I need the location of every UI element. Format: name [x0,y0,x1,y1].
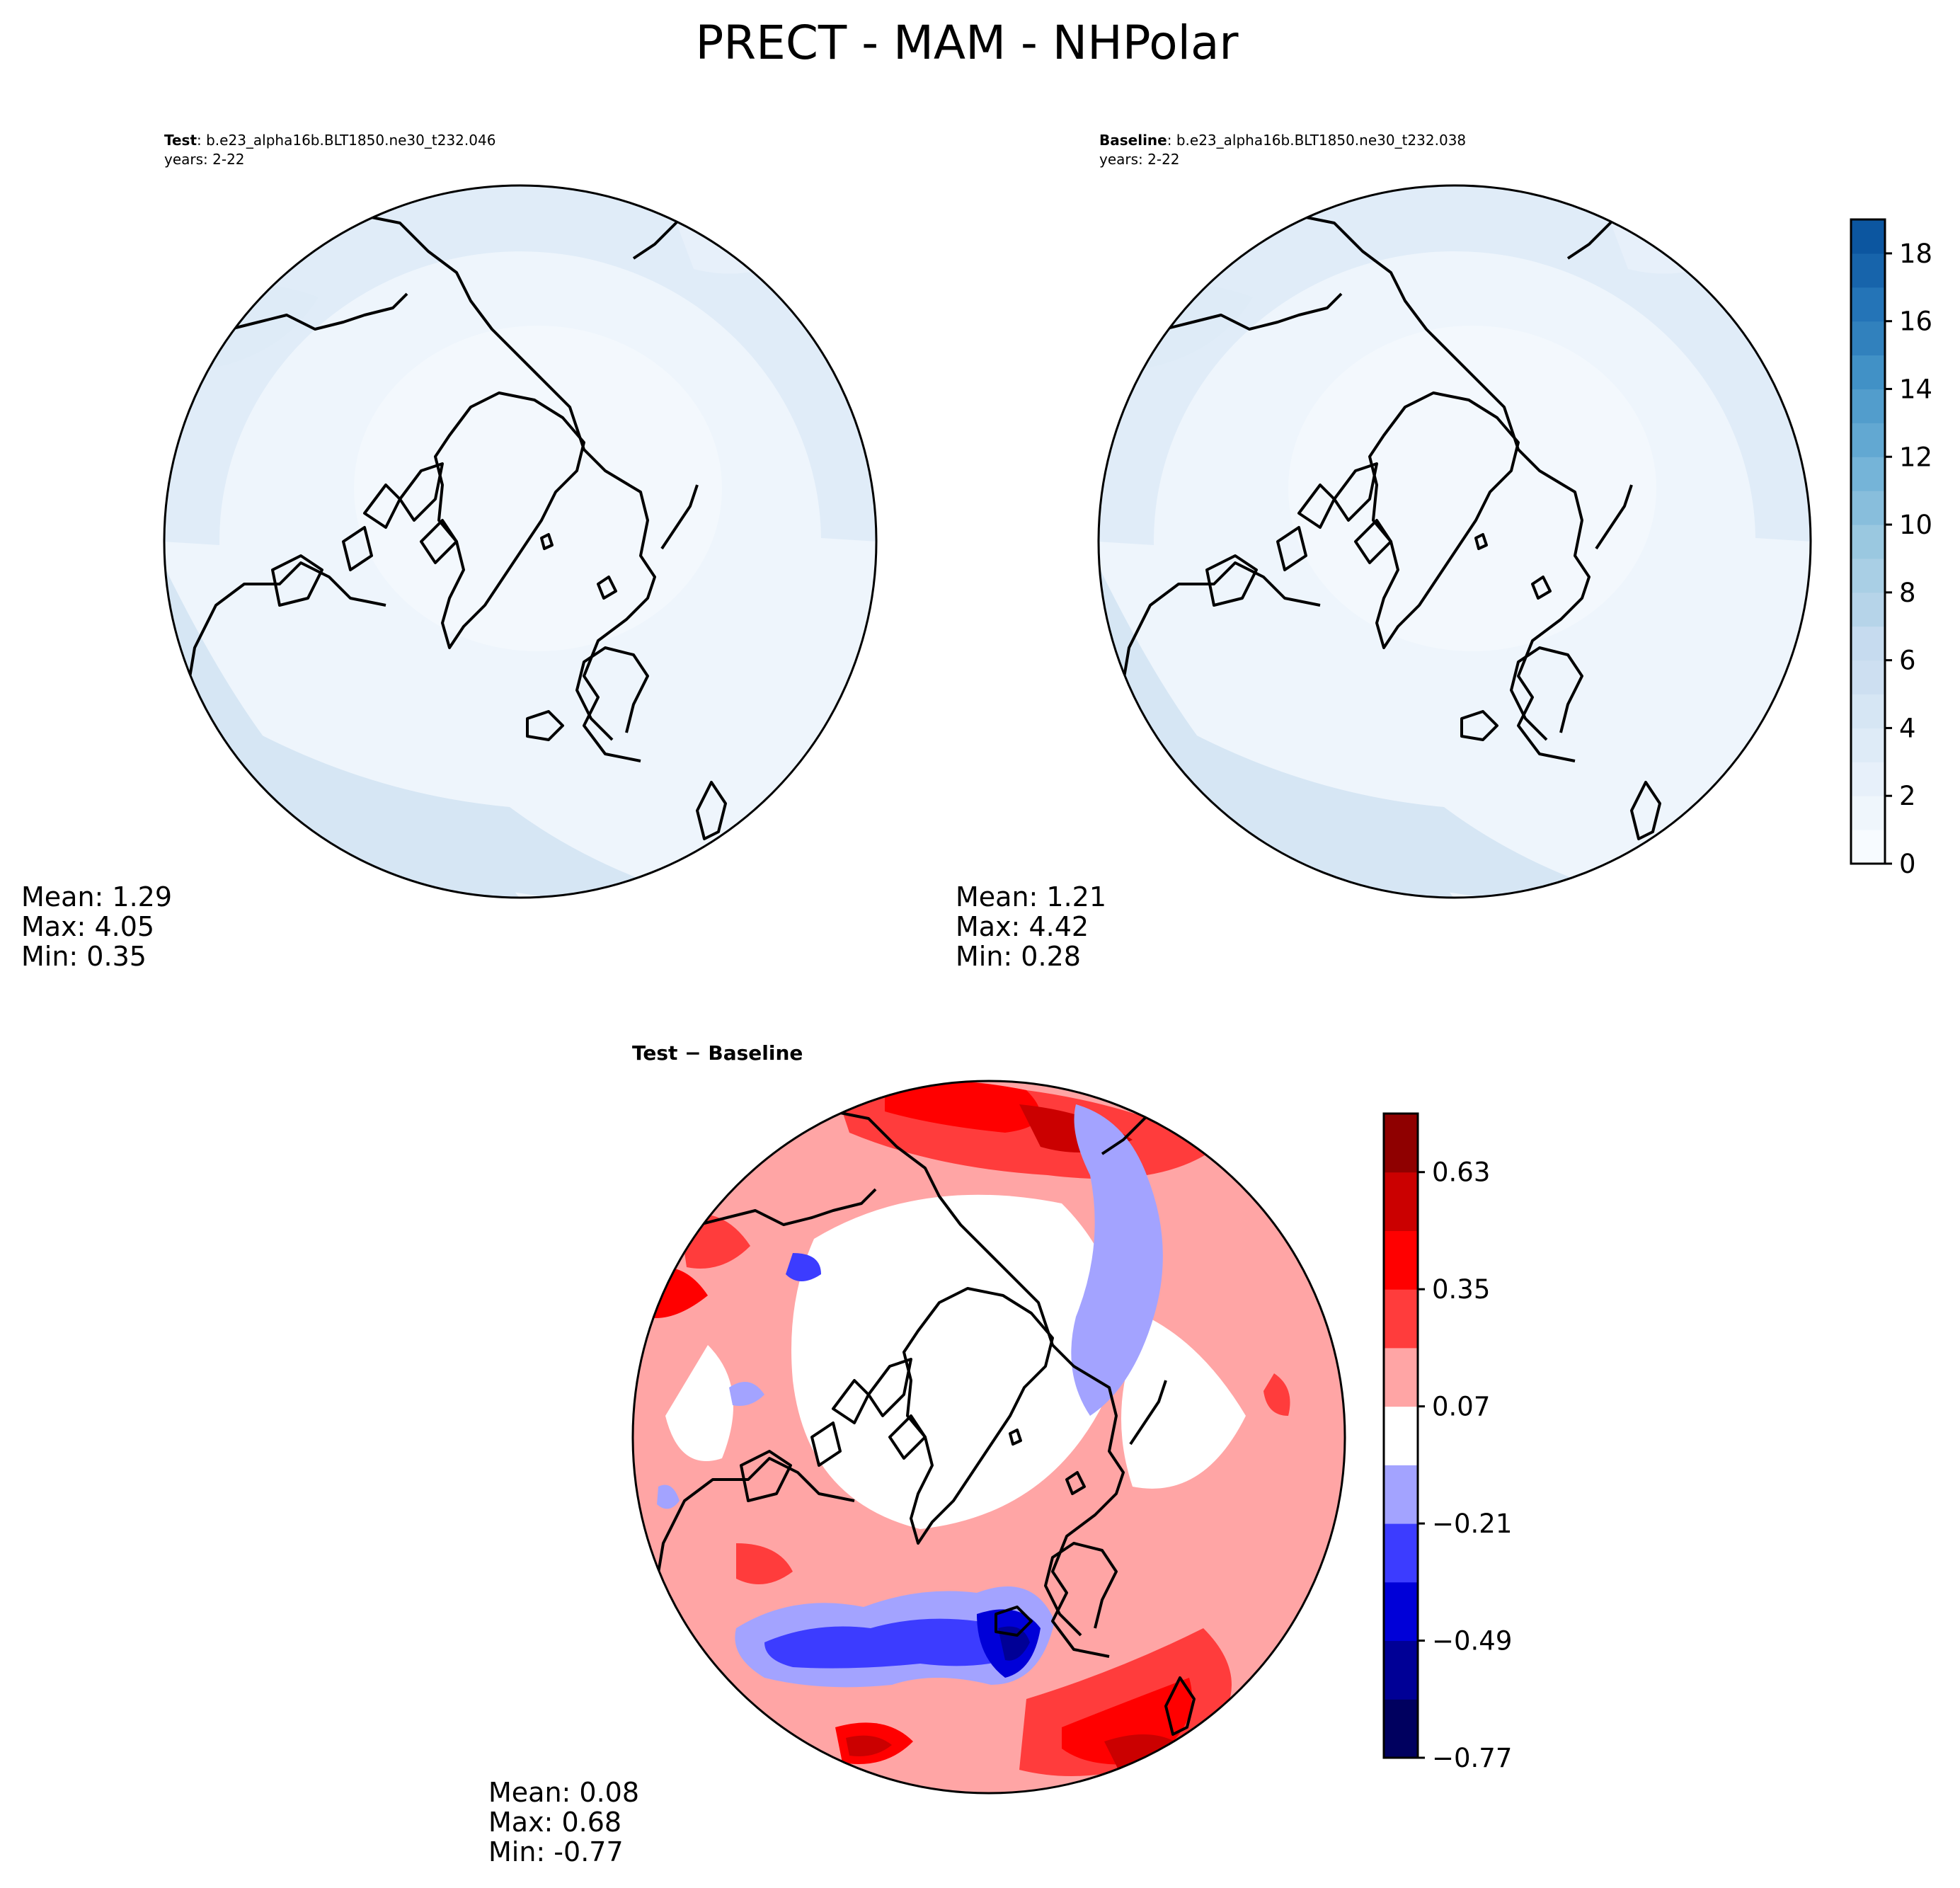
baseline-panel-label: Baseline: b.e23_alpha16b.BLT1850.ne30_t2… [1099,132,1466,149]
difference-map-field [633,1081,1345,1793]
difference-colorbar-level-0 [1384,1699,1418,1758]
baseline-label-bold: Baseline [1099,132,1167,149]
difference-colorbar-level-1 [1384,1640,1418,1700]
test-mean: Mean: 1.29 [21,881,172,912]
difference-colorbar-tick-label: −0.49 [1432,1626,1512,1657]
main-colorbar-tick-label: 18 [1899,239,1932,269]
main-colorbar-level-16 [1851,287,1885,322]
main-colorbar-level-10 [1851,491,1885,525]
difference-colorbar-level-2 [1384,1581,1418,1642]
difference-panel: Test − Baseline [488,1041,1346,1867]
difference-colorbar-level-5 [1384,1406,1418,1465]
test-label-rest: : b.e23_alpha16b.BLT1850.ne30_t232.046 [197,132,495,149]
main-colorbar-tick-label: 4 [1899,713,1916,743]
difference-colorbar-level-4 [1384,1465,1418,1524]
difference-colorbar-tick-label: 0.35 [1432,1274,1490,1305]
main-colorbar-tick-label: 14 [1899,374,1932,404]
difference-colorbar-level-10 [1384,1114,1418,1173]
main-colorbar-level-2 [1851,762,1885,796]
main-colorbar-level-13 [1851,389,1885,423]
test-map-field [164,185,876,898]
main-colorbar-tick-label: 8 [1899,578,1916,608]
main-colorbar-tick-label: 6 [1899,646,1916,676]
difference-mean: Mean: 0.08 [488,1777,639,1808]
difference-colorbar-frame [1382,1112,1419,1759]
main-colorbar-tick-label: 10 [1899,510,1932,540]
main-colorbar: 0 2 4 6 8 10 12 14 16 18 [1850,218,1932,879]
main-colorbar-level-18 [1851,219,1885,254]
figure-title: PRECT - MAM - NHPolar [695,16,1239,70]
main-colorbar-tick-label: 2 [1899,781,1916,811]
main-colorbar-level-9 [1851,525,1885,559]
baseline-map-boundary [1097,184,1812,899]
difference-colorbar-level-7 [1384,1289,1418,1349]
baseline-max: Max: 4.42 [956,911,1089,942]
main-colorbar-frame [1850,218,1886,865]
test-max: Max: 4.05 [21,911,154,942]
test-map-boundary [163,184,878,899]
main-colorbar-level-17 [1851,253,1885,288]
difference-colorbar-tick-label: 0.07 [1432,1392,1490,1422]
main-colorbar-level-0 [1851,830,1885,864]
difference-min: Min: -0.77 [488,1836,624,1867]
difference-colorbar-tick-label: −0.21 [1432,1509,1512,1539]
main-colorbar-level-1 [1851,796,1885,830]
main-colorbar-level-15 [1851,321,1885,356]
main-colorbar-level-3 [1851,728,1885,762]
test-panel-label: Test: b.e23_alpha16b.BLT1850.ne30_t232.0… [164,132,495,149]
difference-colorbar-level-3 [1384,1523,1418,1583]
difference-map-boundary [631,1080,1346,1795]
main-colorbar-level-12 [1851,423,1885,457]
main-colorbar-level-4 [1851,694,1885,728]
main-colorbar-tick-label: 0 [1899,849,1916,879]
test-min: Min: 0.35 [21,941,147,972]
difference-panel-label: Test − Baseline [632,1041,803,1065]
difference-colorbar-tick-label: 0.63 [1432,1157,1490,1188]
difference-colorbar-level-6 [1384,1347,1418,1407]
test-years-label: years: 2-22 [164,151,245,168]
baseline-panel: Baseline: b.e23_alpha16b.BLT1850.ne30_t2… [956,132,1812,972]
baseline-map-field [1099,185,1811,898]
baseline-min: Min: 0.28 [956,941,1081,972]
main-colorbar-level-5 [1851,660,1885,695]
main-colorbar-tick-label: 12 [1899,442,1932,472]
main-colorbar-tick-label: 16 [1899,307,1932,337]
main-colorbar-level-8 [1851,558,1885,593]
test-label-bold: Test [164,132,197,149]
baseline-mean: Mean: 1.21 [956,881,1106,912]
difference-colorbar-tick-label: −0.77 [1432,1743,1512,1773]
main-colorbar-level-7 [1851,592,1885,627]
difference-colorbar: −0.77 −0.49 −0.21 0.07 0.35 0.63 [1382,1112,1512,1773]
test-panel: Test: b.e23_alpha16b.BLT1850.ne30_t232.0… [21,132,878,972]
main-colorbar-level-14 [1851,355,1885,389]
main-colorbar-level-6 [1851,626,1885,661]
baseline-label-rest: : b.e23_alpha16b.BLT1850.ne30_t232.038 [1167,132,1466,149]
difference-colorbar-level-9 [1384,1172,1418,1231]
baseline-years-label: years: 2-22 [1099,151,1180,168]
difference-max: Max: 0.68 [488,1807,621,1838]
difference-colorbar-level-8 [1384,1230,1418,1290]
main-colorbar-level-11 [1851,457,1885,491]
